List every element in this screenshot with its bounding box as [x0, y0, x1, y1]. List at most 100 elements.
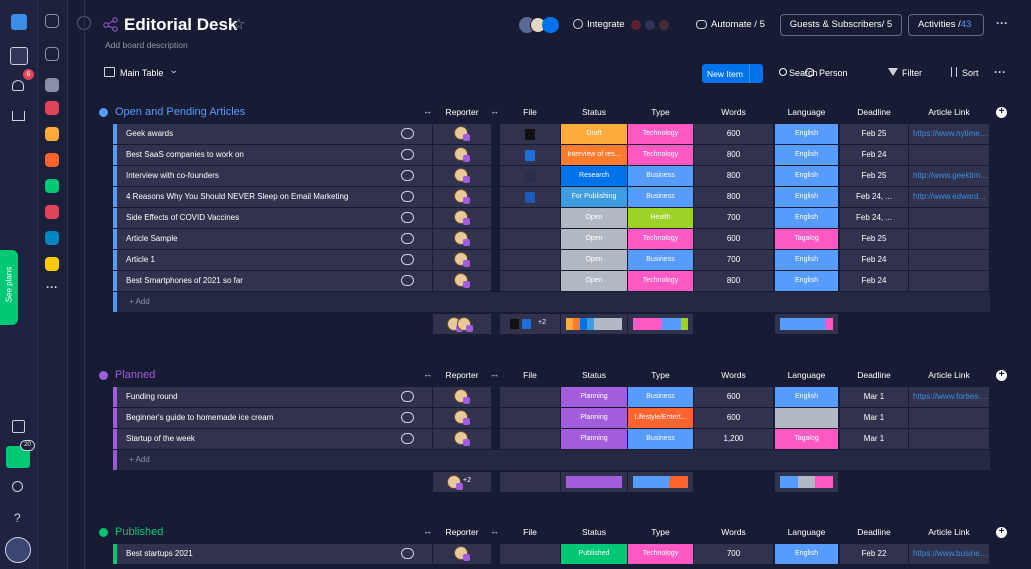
updates-icon[interactable]: [401, 233, 414, 244]
cell[interactable]: Lifestyle/Entert...: [628, 408, 693, 428]
cell[interactable]: Feb 24, ...: [840, 208, 908, 228]
cell[interactable]: [433, 250, 491, 270]
column-header[interactable]: Words: [721, 370, 746, 380]
file-icon[interactable]: [525, 171, 535, 182]
item-name[interactable]: Article 1: [126, 255, 155, 264]
updates-icon[interactable]: [401, 212, 414, 223]
item-name[interactable]: Best Smartphones of 2021 so far: [126, 276, 243, 285]
cell[interactable]: [433, 429, 491, 449]
cell[interactable]: Feb 24, ...: [840, 187, 908, 207]
cell[interactable]: Technology: [628, 271, 693, 291]
cell[interactable]: Feb 25: [840, 229, 908, 249]
cell[interactable]: 800: [694, 271, 773, 291]
item-name[interactable]: Best startups 2021: [126, 549, 193, 558]
calendar-icon[interactable]: [12, 420, 25, 433]
search-button[interactable]: Search: [789, 68, 818, 78]
add-row[interactable]: + Add: [113, 292, 990, 312]
cell[interactable]: [500, 250, 560, 270]
column-header[interactable]: Words: [721, 107, 746, 117]
cell[interactable]: Open: [561, 271, 627, 291]
cell[interactable]: [909, 208, 989, 228]
cell[interactable]: Feb 24: [840, 145, 908, 165]
cell[interactable]: [909, 145, 989, 165]
cell[interactable]: Planning: [561, 429, 627, 449]
updates-icon[interactable]: [401, 391, 414, 402]
workspace-icon[interactable]: [45, 101, 59, 115]
search-icon[interactable]: [12, 481, 23, 492]
item-name[interactable]: Article Sample: [126, 234, 178, 243]
activities-button[interactable]: Activities /43: [908, 14, 984, 36]
cell[interactable]: Open: [561, 250, 627, 270]
column-header[interactable]: Article Link: [928, 370, 970, 380]
updates-icon[interactable]: [401, 275, 414, 286]
member-avatar[interactable]: [542, 17, 559, 33]
cell[interactable]: Technology: [628, 145, 693, 165]
group-name[interactable]: Published: [115, 526, 164, 538]
automate-button[interactable]: Automate / 5: [711, 19, 765, 30]
cell[interactable]: [433, 145, 491, 165]
cell[interactable]: https://www.nytimes.com: [909, 124, 989, 144]
cell[interactable]: [500, 124, 560, 144]
column-header[interactable]: Words: [721, 527, 746, 537]
item-name[interactable]: Startup of the week: [126, 434, 195, 443]
resize-icon[interactable]: ↔: [423, 526, 432, 536]
cell[interactable]: Business: [628, 166, 693, 186]
cell[interactable]: Mar 1: [840, 429, 908, 449]
cell[interactable]: 700: [694, 544, 773, 564]
cell[interactable]: 800: [694, 145, 773, 165]
add-column[interactable]: +: [996, 527, 1007, 538]
cell[interactable]: [500, 429, 560, 449]
cell[interactable]: English: [775, 166, 838, 186]
resize-icon[interactable]: ↔: [490, 369, 499, 379]
column-header[interactable]: Deadline: [857, 527, 891, 537]
sort-button[interactable]: Sort: [962, 68, 979, 78]
add-item[interactable]: + Add: [129, 297, 150, 306]
column-header[interactable]: Reporter: [445, 107, 479, 117]
cell[interactable]: [500, 544, 560, 564]
column-header[interactable]: Status: [581, 107, 607, 117]
cell[interactable]: Draft: [561, 124, 627, 144]
resize-icon[interactable]: ↔: [423, 106, 432, 116]
cell[interactable]: [775, 408, 838, 428]
workspace-more[interactable]: ···: [46, 280, 58, 294]
updates-icon[interactable]: [401, 149, 414, 160]
cell[interactable]: [500, 187, 560, 207]
add-column[interactable]: +: [996, 107, 1007, 118]
cell[interactable]: [433, 544, 491, 564]
board-description[interactable]: Add board description: [105, 40, 188, 50]
new-item-button[interactable]: New Item: [702, 64, 763, 83]
more-menu[interactable]: ···: [996, 16, 1008, 30]
cell[interactable]: Planning: [561, 408, 627, 428]
guests-button[interactable]: Guests & Subscribers/ 5: [780, 14, 902, 36]
cell[interactable]: Mar 1: [840, 408, 908, 428]
item-name[interactable]: Beginner's guide to homemade ice cream: [126, 413, 274, 422]
cell[interactable]: Technology: [628, 544, 693, 564]
cell[interactable]: [433, 208, 491, 228]
column-header[interactable]: File: [523, 370, 537, 380]
cell[interactable]: For Publishing: [561, 187, 627, 207]
column-header[interactable]: Language: [787, 370, 826, 380]
filter-button[interactable]: Filter: [902, 68, 922, 78]
updates-icon[interactable]: [401, 548, 414, 559]
see-plans-tab[interactable]: See plans: [0, 250, 18, 325]
cell[interactable]: Planning: [561, 387, 627, 407]
cell[interactable]: [433, 229, 491, 249]
cell[interactable]: 700: [694, 250, 773, 270]
apps-icon[interactable]: [10, 47, 28, 65]
cell[interactable]: 600: [694, 229, 773, 249]
cell[interactable]: Feb 22: [840, 544, 908, 564]
cell[interactable]: Tagalog: [775, 429, 838, 449]
cell[interactable]: English: [775, 145, 838, 165]
user-avatar[interactable]: [5, 537, 31, 563]
item-name[interactable]: 4 Reasons Why You Should NEVER Sleep on …: [126, 192, 349, 201]
workspace-icon[interactable]: [45, 78, 59, 92]
inbox-icon[interactable]: [12, 111, 25, 121]
cell[interactable]: Feb 24: [840, 250, 908, 270]
item-name[interactable]: Best SaaS companies to work on: [126, 150, 244, 159]
column-header[interactable]: Article Link: [928, 107, 970, 117]
cell[interactable]: [909, 250, 989, 270]
cell[interactable]: Published: [561, 544, 627, 564]
column-header[interactable]: File: [523, 107, 537, 117]
view-dropdown[interactable]: ⌄: [168, 65, 179, 75]
workspace-icon[interactable]: [45, 205, 59, 219]
